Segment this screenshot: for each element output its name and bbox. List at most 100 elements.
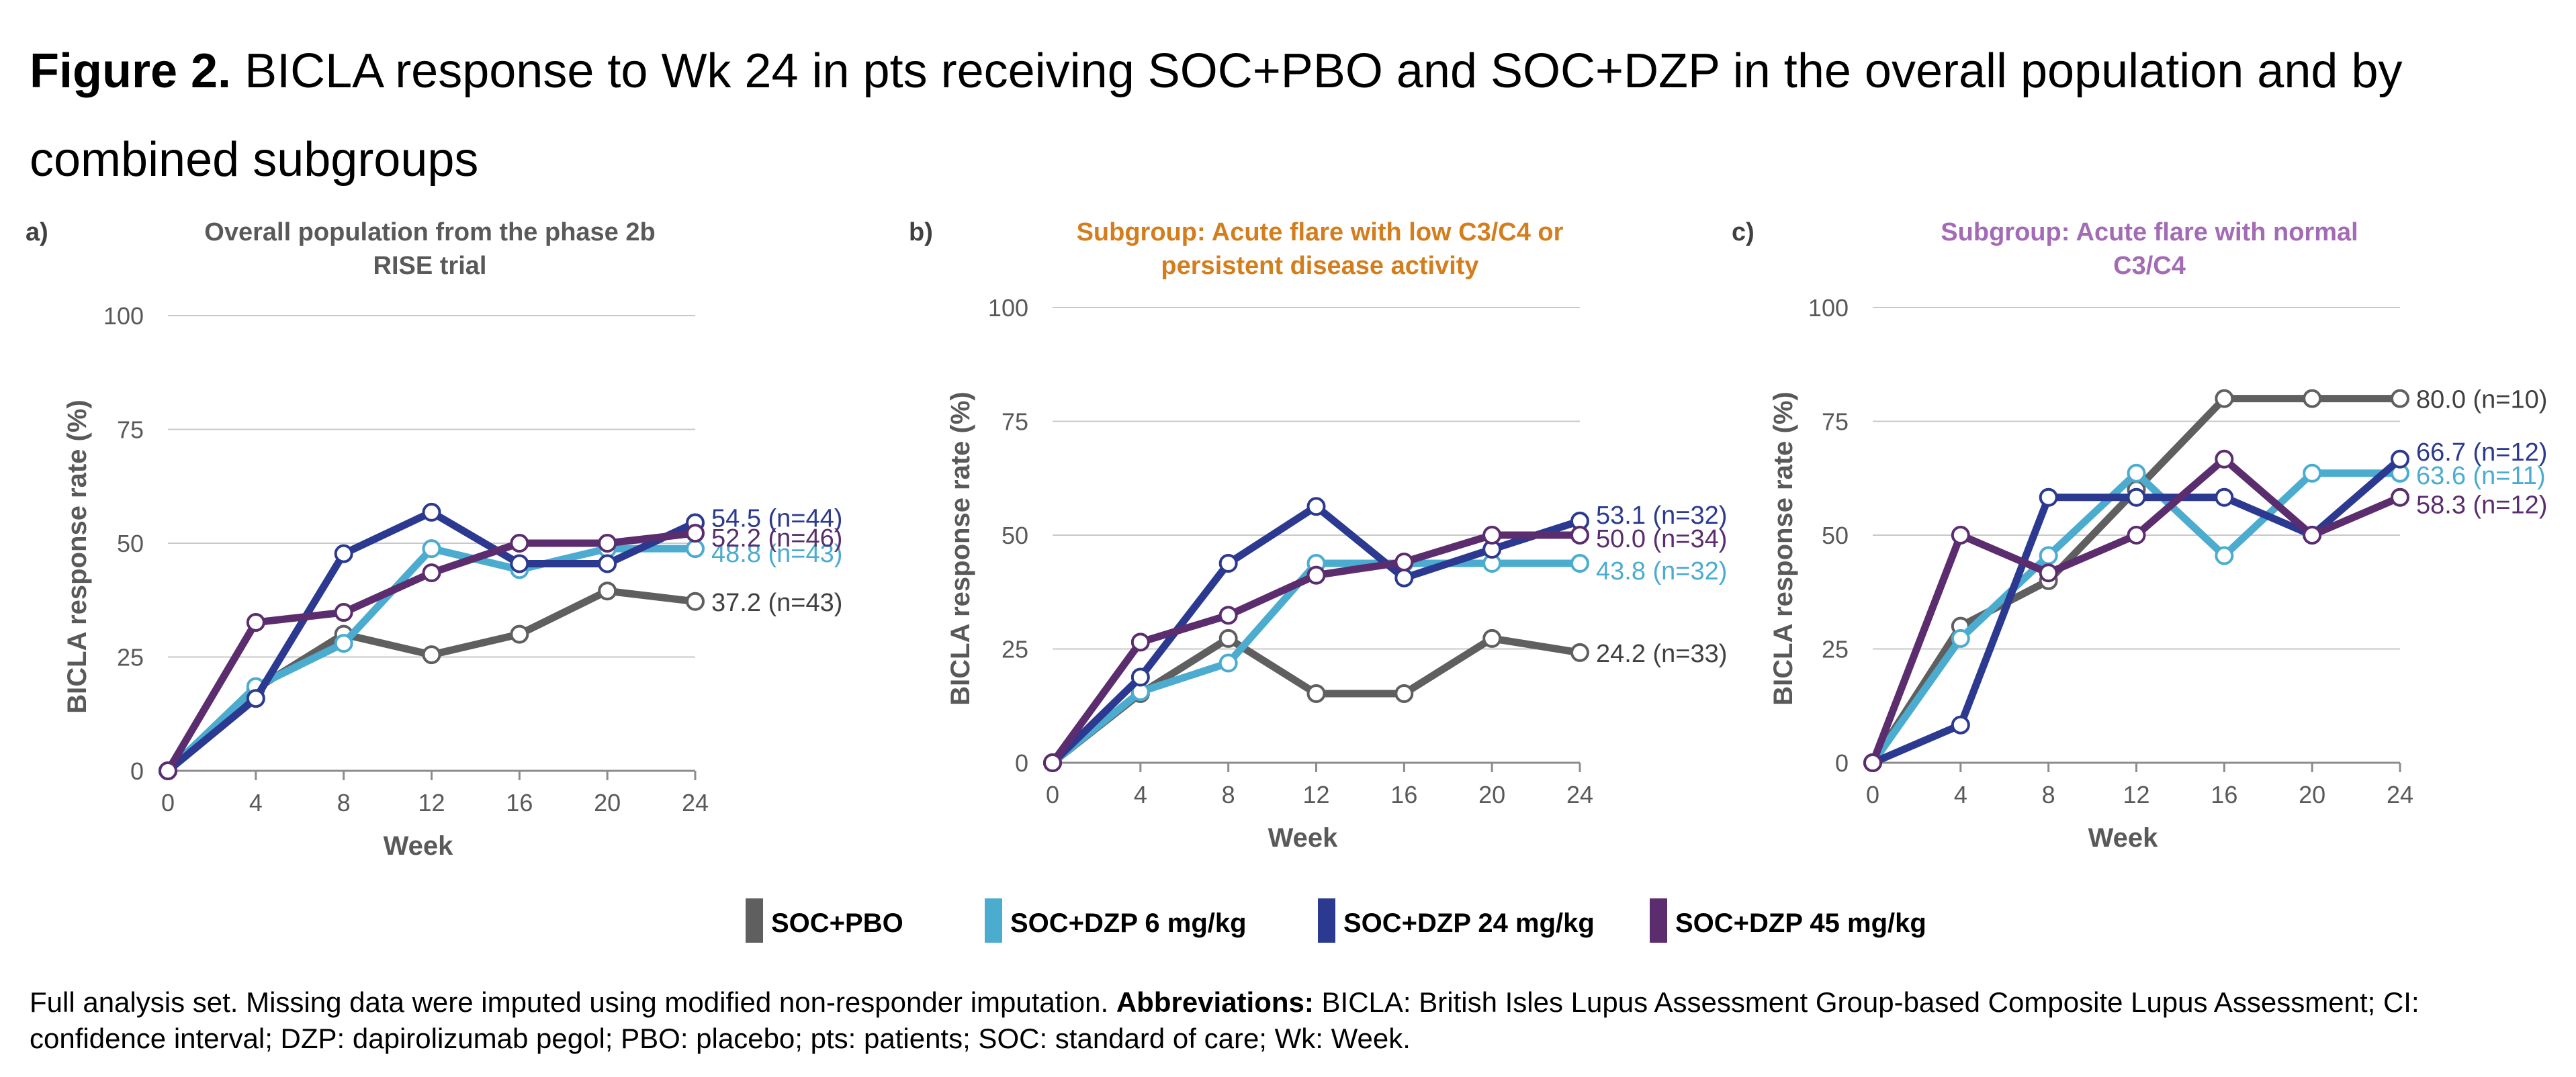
- x-tick-label-a-20: 20: [594, 789, 621, 816]
- x-tick-label-b-16: 16: [1390, 781, 1417, 808]
- x-tick-label-b-24: 24: [1566, 781, 1593, 808]
- data-point-a-dzp45-4: [246, 612, 265, 632]
- data-point-c-dzp24-12: [2127, 487, 2146, 507]
- chart-b-svg: b) Subgroup: Acute flare with low C3/C4 o…: [909, 218, 1727, 853]
- y-tick-label-c-0: 0: [1835, 749, 1849, 777]
- y-tick-label-c-100: 100: [1808, 294, 1849, 322]
- end-label-b-dzp45: 50.0 (n=34): [1596, 525, 1727, 553]
- footnote-text-1: Full analysis set. Missing data were imp…: [30, 986, 1109, 1018]
- x-tick-label-c-12: 12: [2123, 781, 2149, 808]
- legend-swatch-dzp45: [1650, 898, 1667, 943]
- x-axis-label-c: Week: [2088, 823, 2159, 853]
- data-point-a-soc_pbo-12: [422, 645, 441, 665]
- series-line-b-dzp24: [1049, 502, 1584, 767]
- data-point-b-dzp45-4: [1130, 633, 1150, 652]
- x-tick-label-c-0: 0: [1866, 781, 1879, 808]
- data-point-c-dzp6-16: [2215, 546, 2234, 565]
- data-point-b-soc_pbo-20: [1482, 628, 1502, 648]
- data-point-b-soc_pbo-8: [1218, 628, 1238, 648]
- end-label-a-dzp24: 54.5 (n=44): [711, 504, 842, 532]
- x-tick-label-a-8: 8: [337, 789, 351, 816]
- chart-title-c-line-1: Subgroup: Acute flare with normal: [1941, 218, 2358, 246]
- x-tick-label-c-24: 24: [2387, 781, 2413, 808]
- data-point-b-dzp45-24: [1570, 526, 1589, 545]
- chart-title-b-line-2: persistent disease activity: [1161, 252, 1478, 280]
- x-tick-label-b-8: 8: [1222, 781, 1235, 808]
- chart-a-svg: a) Overall population from the phase 2b RI…: [26, 218, 842, 861]
- legend-swatch-dzp6: [985, 898, 1002, 943]
- data-point-b-dzp45-8: [1218, 606, 1238, 625]
- data-point-a-dzp24-4: [246, 689, 265, 708]
- data-point-b-dzp24-4: [1130, 667, 1150, 687]
- end-label-c-dzp45: 58.3 (n=12): [2416, 491, 2547, 520]
- data-point-c-dzp45-20: [2303, 526, 2322, 545]
- chart-panel-c: c) Subgroup: Acute flare with normal C3/C4…: [1720, 201, 2576, 893]
- data-point-a-dzp6-12: [422, 539, 441, 559]
- y-tick-label-c-50: 50: [1822, 522, 1849, 549]
- data-point-b-soc_pbo-12: [1306, 684, 1326, 703]
- y-tick-label-b-25: 25: [1002, 636, 1028, 663]
- chart-title-a-line-1: Overall population from the phase 2b: [204, 218, 655, 246]
- legend-label-dzp6: SOC+DZP 6 mg/kg: [1010, 908, 1247, 938]
- x-tick-label-c-4: 4: [1954, 781, 1967, 808]
- data-point-c-dzp6-20: [2303, 463, 2322, 483]
- y-tick-label-b-50: 50: [1002, 522, 1028, 549]
- end-label-c-dzp24: 66.7 (n=12): [2416, 438, 2547, 467]
- data-point-c-dzp6-8: [2039, 546, 2058, 565]
- data-point-c-dzp24-16: [2215, 487, 2234, 507]
- end-label-c-soc_pbo: 80.0 (n=10): [2416, 386, 2547, 414]
- panel-label-c: c): [1732, 218, 1755, 246]
- legend-label-soc-pbo: SOC+PBO: [771, 908, 903, 938]
- x-tick-label-a-24: 24: [682, 789, 709, 816]
- data-point-a-dzp45-24: [686, 524, 705, 543]
- series-line-c-soc_pbo: [1869, 395, 2404, 767]
- x-tick-label-b-12: 12: [1302, 781, 1329, 808]
- data-point-c-dzp24-24: [2391, 449, 2409, 469]
- footnote-abbrev-label: Abbreviations:: [1116, 986, 1314, 1018]
- data-point-a-dzp45-0: [159, 761, 177, 780]
- legend-swatch-dzp24: [1318, 898, 1335, 943]
- data-point-c-soc_pbo-20: [2303, 389, 2322, 408]
- x-tick-label-b-4: 4: [1134, 781, 1147, 808]
- y-axis-label-a: BICLA response rate (%): [62, 400, 92, 714]
- data-point-c-dzp45-12: [2127, 526, 2146, 545]
- y-tick-label-b-100: 100: [988, 294, 1028, 322]
- data-point-c-dzp6-12: [2127, 463, 2146, 483]
- footnote: Full analysis set. Missing data were imp…: [30, 984, 2542, 1057]
- data-point-a-soc_pbo-20: [598, 581, 617, 601]
- x-tick-label-b-20: 20: [1478, 781, 1505, 808]
- legend-label-dzp24: SOC+DZP 24 mg/kg: [1343, 908, 1595, 938]
- x-tick-label-c-8: 8: [2042, 781, 2055, 808]
- chart-c-svg: c) Subgroup: Acute flare with normal C3/C4…: [1732, 218, 2547, 853]
- data-point-b-dzp24-16: [1394, 568, 1414, 588]
- data-point-c-dzp45-8: [2039, 563, 2058, 583]
- panel-label-a: a): [26, 218, 48, 246]
- data-point-b-dzp6-8: [1218, 653, 1238, 673]
- data-point-c-soc_pbo-16: [2215, 389, 2234, 408]
- legend-label-dzp45: SOC+DZP 45 mg/kg: [1675, 908, 1926, 938]
- data-point-a-dzp45-8: [334, 603, 353, 622]
- data-point-b-dzp45-20: [1482, 526, 1502, 545]
- chart-panel-a: a) Overall population from the phase 2b RI…: [13, 201, 887, 893]
- data-point-b-dzp6-24: [1570, 554, 1589, 573]
- figure-title: Figure 2. BICLA response to Wk 24 in pts…: [30, 27, 2542, 204]
- y-tick-label-c-75: 75: [1822, 408, 1849, 436]
- data-point-a-dzp6-8: [334, 634, 353, 653]
- end-label-b-soc_pbo: 24.2 (n=33): [1596, 640, 1727, 668]
- y-tick-label-a-25: 25: [117, 644, 144, 671]
- data-point-a-soc_pbo-24: [686, 592, 705, 611]
- x-tick-label-a-16: 16: [506, 789, 533, 816]
- data-point-b-dzp45-0: [1043, 753, 1062, 772]
- y-tick-label-b-0: 0: [1015, 749, 1028, 777]
- footnote-text-2: BICLA: British Isles Lupus Assessment Gr…: [30, 986, 2419, 1054]
- data-point-a-soc_pbo-16: [510, 624, 529, 644]
- y-tick-label-a-0: 0: [130, 757, 144, 785]
- data-point-c-dzp24-4: [1951, 715, 1970, 735]
- data-point-a-dzp24-12: [422, 502, 441, 522]
- end-label-b-dzp6: 43.8 (n=32): [1596, 557, 1727, 586]
- series-line-b-dzp6: [1049, 559, 1584, 767]
- end-label-a-soc_pbo: 37.2 (n=43): [711, 589, 842, 617]
- y-tick-label-b-75: 75: [1002, 408, 1028, 436]
- y-tick-label-a-100: 100: [103, 302, 144, 330]
- data-point-c-soc_pbo-24: [2391, 389, 2409, 408]
